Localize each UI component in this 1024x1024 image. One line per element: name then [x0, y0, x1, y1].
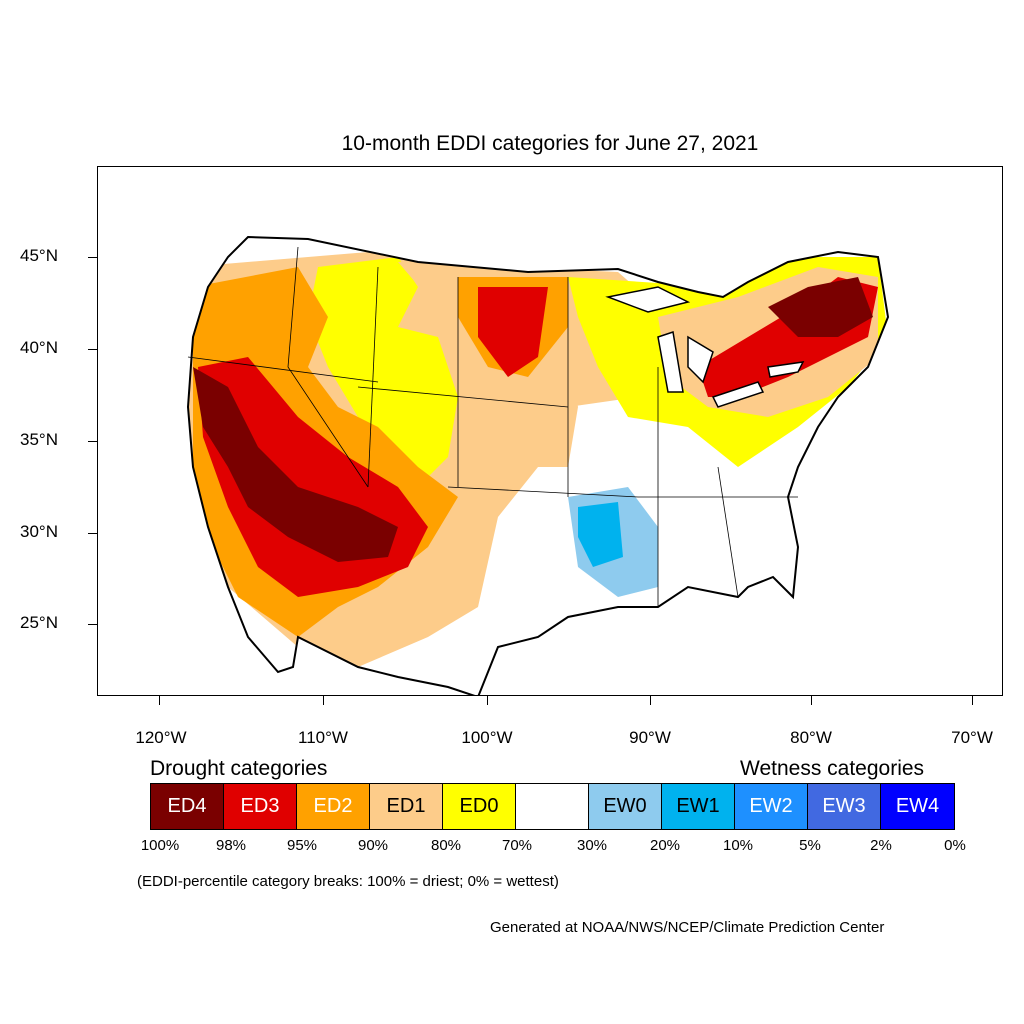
legend-bar: ED4 ED3 ED2 ED1 ED0 EW0 EW1 EW2 EW3 EW4: [150, 783, 955, 830]
percent-break: 2%: [870, 837, 892, 854]
legend-cell-ew0: EW0: [589, 784, 662, 829]
legend-cell-ew1: EW1: [662, 784, 735, 829]
percent-break: 95%: [286, 837, 318, 854]
percent-break: 30%: [576, 837, 608, 854]
percent-break: 5%: [799, 837, 821, 854]
lon-tick-80: [811, 696, 812, 705]
percent-break: 90%: [357, 837, 389, 854]
lon-tick-110: [323, 696, 324, 705]
lat-label-25: 25°N: [20, 613, 58, 632]
great-lakes: [605, 286, 805, 408]
ed4-northeast: [768, 277, 873, 337]
lon-label-100: 100°W: [461, 728, 513, 747]
drought-categories-title: Drought categories: [150, 757, 328, 780]
us-outline: [186, 235, 890, 695]
ed2-florida: [748, 597, 798, 667]
percent-break: 0%: [944, 837, 966, 854]
lon-tick-90: [650, 696, 651, 705]
lon-tick-120: [159, 696, 160, 705]
lat-tick-35: [88, 441, 97, 442]
lon-label-110: 110°W: [298, 728, 348, 747]
ed0-west: [308, 257, 458, 477]
legend-cell-ed3: ED3: [224, 784, 297, 829]
percent-break: 70%: [501, 837, 533, 854]
percent-break: 80%: [430, 837, 462, 854]
eddi-map: [186, 235, 890, 695]
legend-cell-ed2: ED2: [297, 784, 370, 829]
percent-break: 100%: [140, 837, 180, 854]
ed3-plains: [478, 287, 548, 377]
lon-label-80: 80°W: [790, 728, 832, 747]
legend-cell-neutral: [516, 784, 589, 829]
ew1-south: [578, 502, 623, 567]
ed4-southwest: [193, 367, 398, 562]
legend-cell-ew4: EW4: [881, 784, 954, 829]
lon-tick-100: [487, 696, 488, 705]
lon-label-70: 70°W: [951, 728, 993, 747]
legend-cell-ed1: ED1: [370, 784, 443, 829]
lat-tick-25: [88, 624, 97, 625]
legend-cell-ed4: ED4: [151, 784, 224, 829]
legend-cell-ew2: EW2: [735, 784, 808, 829]
lat-label-30: 30°N: [20, 522, 58, 541]
category-breaks-note: (EDDI-percentile category breaks: 100% =…: [137, 873, 559, 890]
lon-tick-70: [972, 696, 973, 705]
credit-line: Generated at NOAA/NWS/NCEP/Climate Predi…: [490, 919, 885, 936]
lat-tick-40: [88, 349, 97, 350]
legend-cell-ew3: EW3: [808, 784, 881, 829]
map-title: 10-month EDDI categories for June 27, 20…: [341, 132, 759, 155]
lat-tick-30: [88, 533, 97, 534]
lon-label-120: 120°W: [135, 728, 187, 747]
state-lines: [187, 246, 798, 607]
lon-label-90: 90°W: [629, 728, 671, 747]
lat-label-40: 40°N: [20, 338, 58, 357]
percent-break: 10%: [722, 837, 754, 854]
percent-break: 98%: [215, 837, 247, 854]
lat-label-45: 45°N: [20, 246, 58, 265]
wetness-categories-title: Wetness categories: [740, 757, 925, 780]
lat-tick-45: [88, 257, 97, 258]
lat-label-35: 35°N: [20, 430, 58, 449]
legend-cell-ed0: ED0: [443, 784, 516, 829]
percent-break: 20%: [649, 837, 681, 854]
map-frame: [97, 166, 1003, 696]
